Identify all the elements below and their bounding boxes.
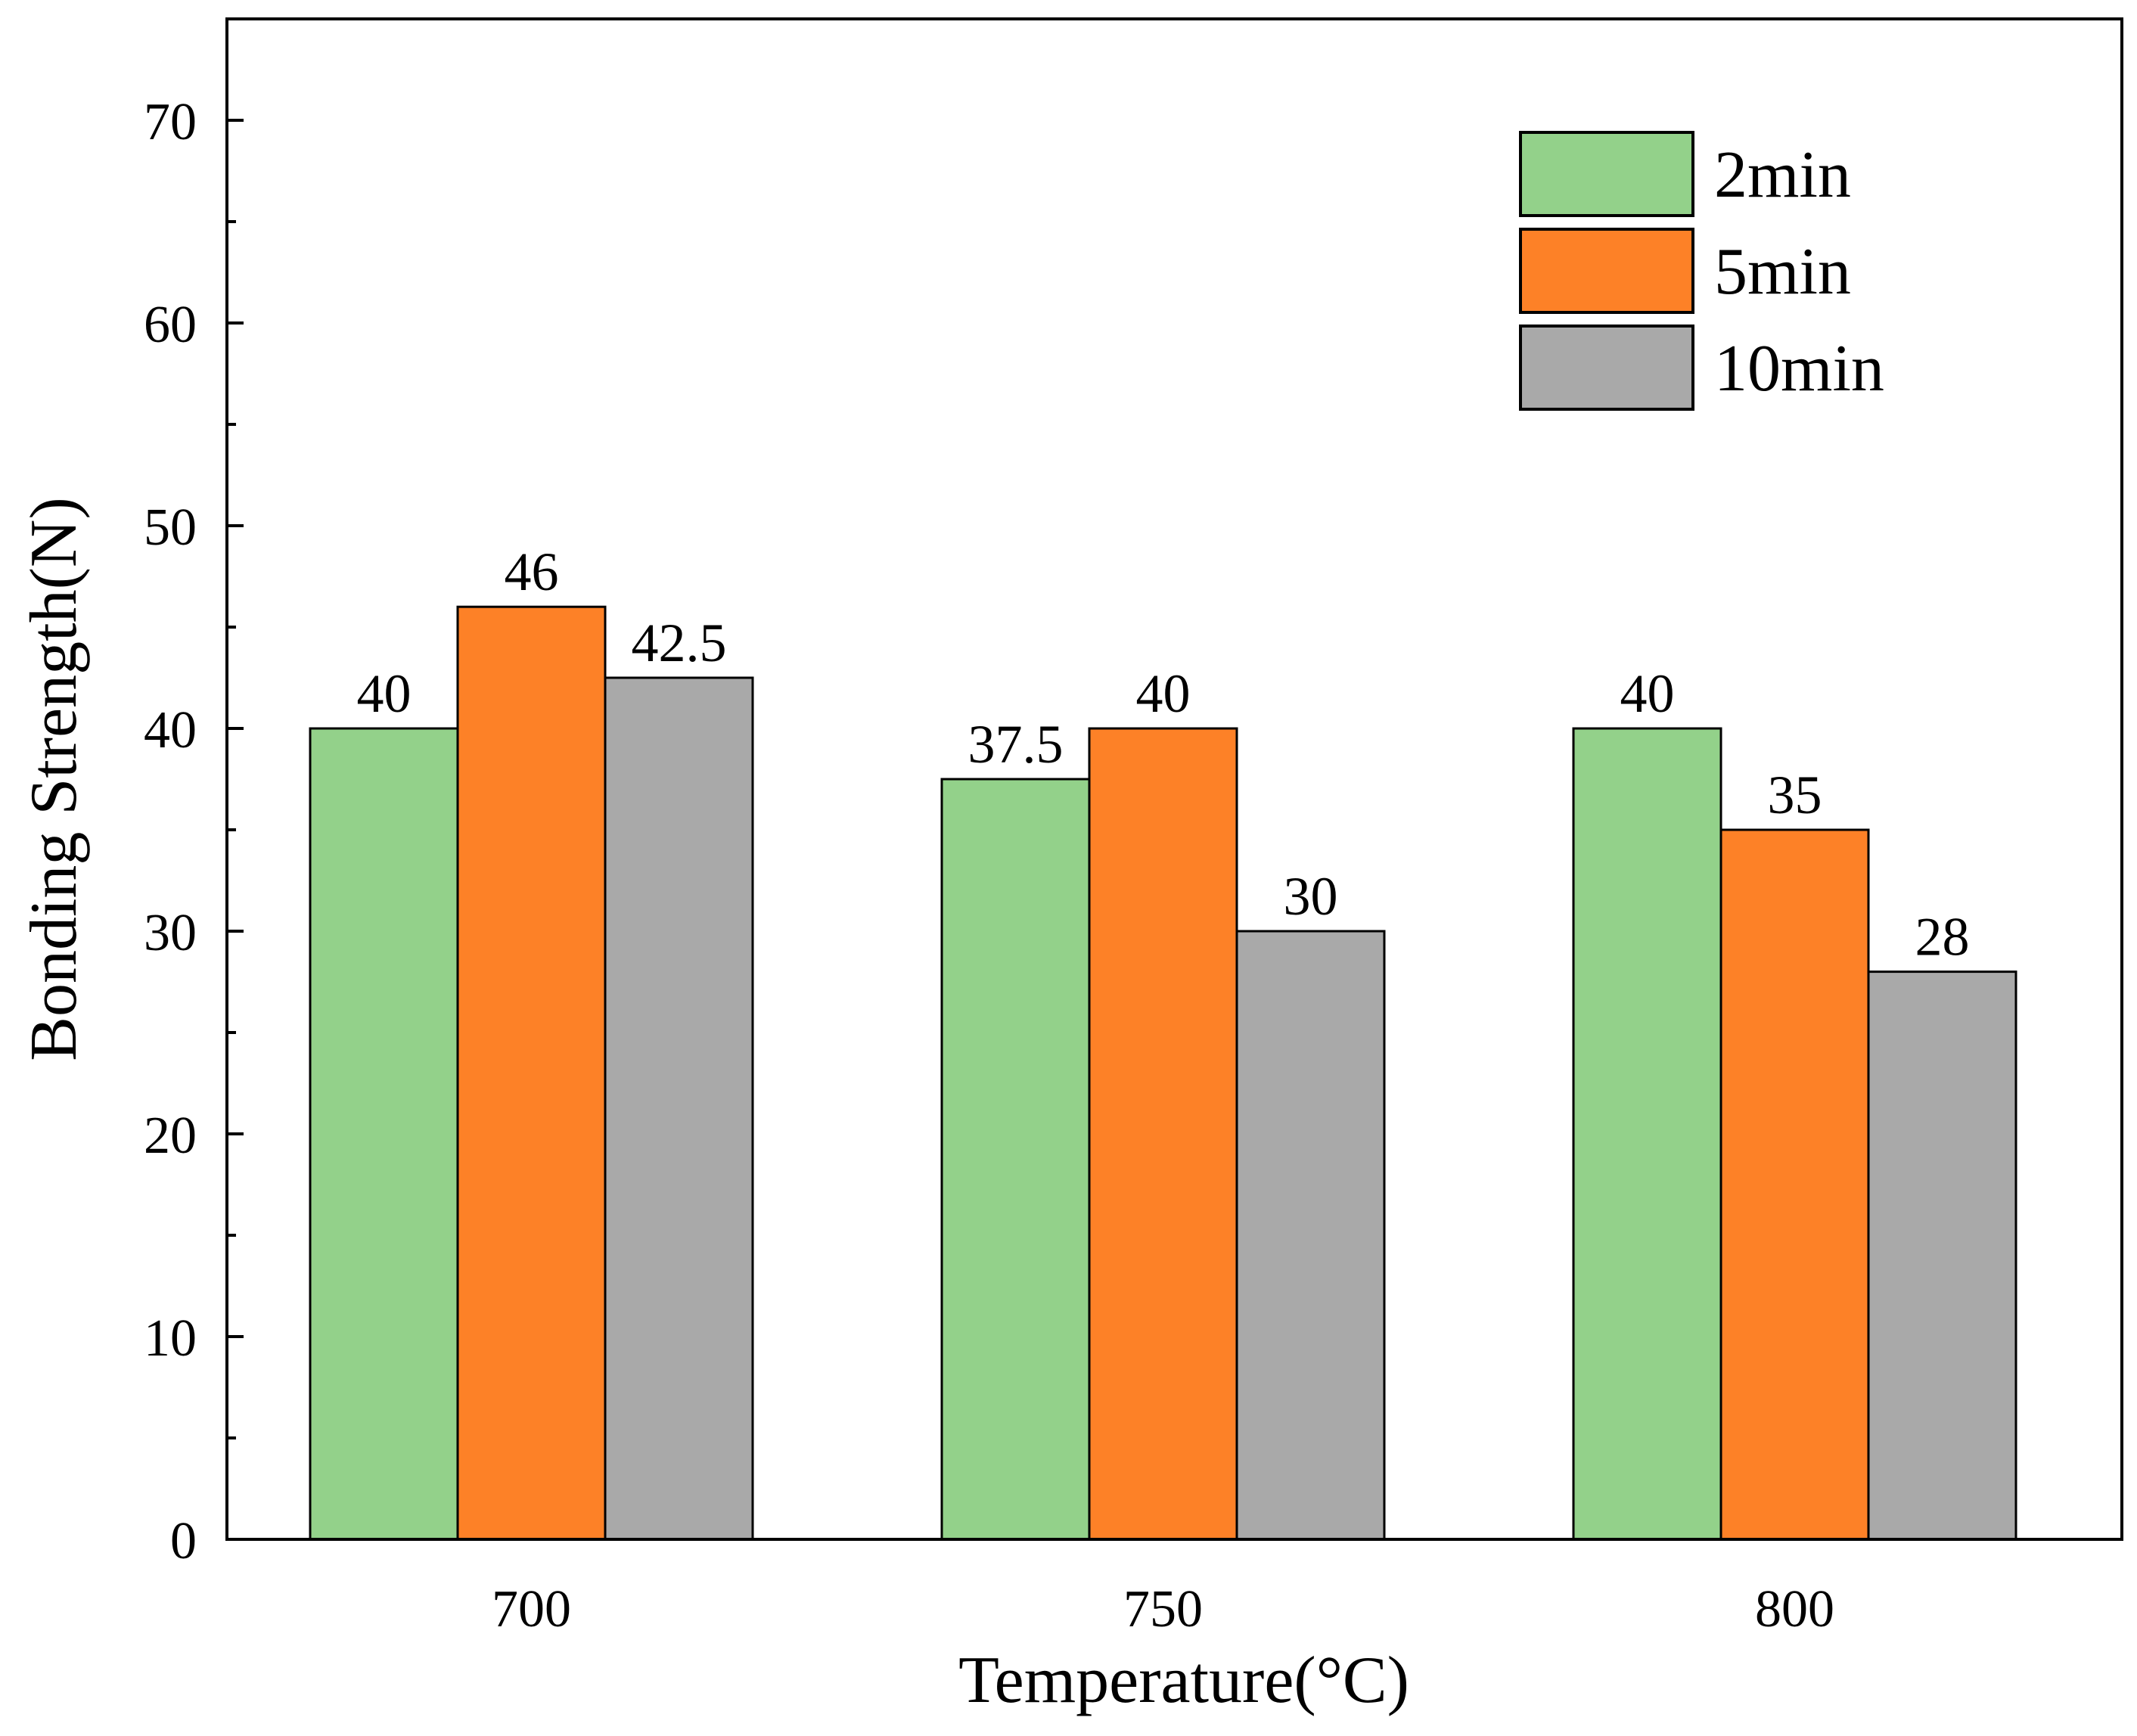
bars-group xyxy=(309,605,2017,1541)
data-label-2min-750: 37.5 xyxy=(968,714,1064,775)
bar-2min-800 xyxy=(1572,727,1722,1541)
x-tick-label-700: 700 xyxy=(492,1580,571,1638)
data-label-10min-800: 28 xyxy=(1915,907,1970,967)
legend-swatch-10min xyxy=(1519,325,1694,411)
data-label-5min-800: 35 xyxy=(1768,765,1822,825)
bar-10min-800 xyxy=(1867,970,2017,1541)
y-axis-title: Bonding Strength(N) xyxy=(17,497,91,1061)
bar-10min-700 xyxy=(604,676,754,1541)
x-tick-label-800: 800 xyxy=(1755,1580,1834,1638)
y-tick-label: 50 xyxy=(144,498,197,557)
bar-5min-700 xyxy=(456,605,607,1541)
legend-swatch-2min xyxy=(1519,131,1694,217)
y-tick-label: 70 xyxy=(144,93,197,151)
legend-label-5min: 5min xyxy=(1714,235,1851,309)
bar-2min-700 xyxy=(309,727,459,1541)
y-axis-ticks: 0 10 20 30 40 50 60 70 xyxy=(144,93,244,1570)
x-tick-label-750: 750 xyxy=(1123,1580,1203,1638)
data-label-10min-750: 30 xyxy=(1284,866,1338,927)
y-tick-label: 60 xyxy=(144,296,197,354)
data-label-5min-700: 46 xyxy=(505,542,559,602)
bar-10min-750 xyxy=(1235,930,1386,1541)
data-label-5min-750: 40 xyxy=(1136,663,1191,724)
bar-5min-750 xyxy=(1088,727,1238,1541)
bar-2min-750 xyxy=(940,778,1091,1541)
legend-label-10min: 10min xyxy=(1714,332,1884,405)
data-labels-group: 40 46 42.5 37.5 40 30 40 35 28 xyxy=(357,542,1970,967)
y-tick-label: 0 xyxy=(170,1512,197,1570)
legend-swatch-5min xyxy=(1519,228,1694,314)
y-tick-label: 10 xyxy=(144,1309,197,1368)
data-label-10min-700: 42.5 xyxy=(632,613,727,673)
plot-frame xyxy=(225,17,2123,1541)
y-tick-label: 40 xyxy=(144,701,197,759)
y-tick-label: 30 xyxy=(144,904,197,962)
bar-5min-800 xyxy=(1719,828,1870,1541)
axes-group xyxy=(225,17,2123,1541)
legend: 2min 5min 10min xyxy=(1519,131,1884,411)
y-tick-label: 20 xyxy=(144,1107,197,1165)
data-label-2min-800: 40 xyxy=(1620,663,1675,724)
legend-label-2min: 2min xyxy=(1714,138,1851,212)
x-axis-ticks: 700 750 800 xyxy=(492,1580,1834,1638)
data-label-2min-700: 40 xyxy=(357,663,412,724)
x-axis-title: Temperature(°C) xyxy=(958,1644,1409,1717)
